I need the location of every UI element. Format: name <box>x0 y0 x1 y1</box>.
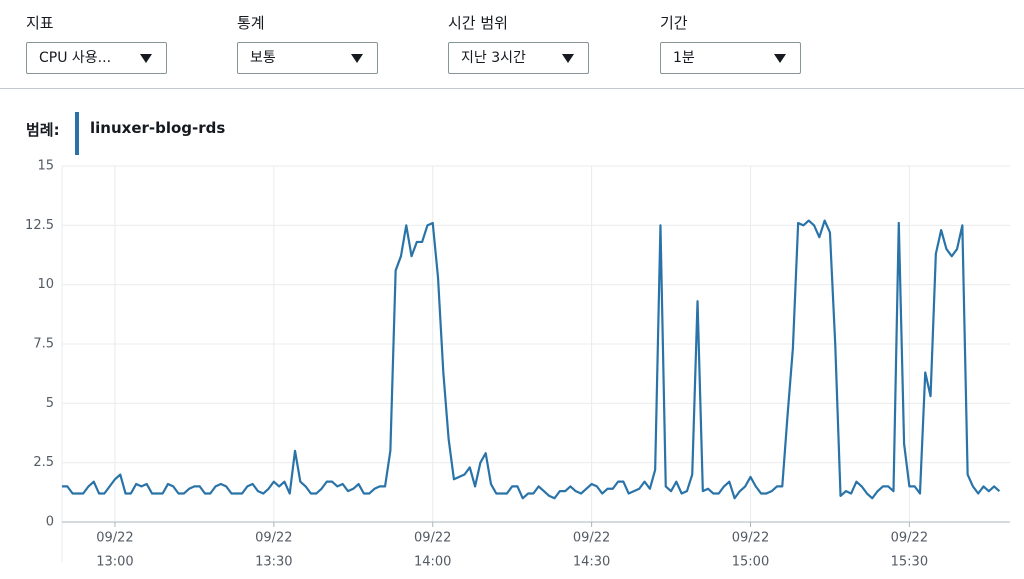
y-tick-label: 15 <box>37 159 54 174</box>
y-tick-label: 0 <box>46 515 54 530</box>
x-tick-label: 15:00 <box>732 555 769 570</box>
x-tick-label: 09/22 <box>573 531 610 546</box>
separator <box>0 88 1024 89</box>
dropdown[interactable]: 보통 <box>237 42 378 74</box>
y-tick-label: 12.5 <box>25 218 54 233</box>
dropdown-value: 보통 <box>250 50 276 66</box>
x-tick-label: 09/22 <box>96 531 133 546</box>
dropdown[interactable]: CPU 사용... <box>26 42 167 74</box>
control-label: 시간 범위 <box>448 14 508 32</box>
control-label: 기간 <box>660 14 688 32</box>
dropdown-caret <box>562 54 574 63</box>
legend-swatch <box>75 112 79 155</box>
series-line <box>62 219 1001 500</box>
dropdown-caret <box>774 54 786 63</box>
y-tick-label: 7.5 <box>33 337 54 352</box>
dropdown-caret <box>351 54 363 63</box>
x-tick-label: 13:00 <box>96 555 133 570</box>
dropdown-value: 1분 <box>673 50 695 66</box>
x-tick-label: 09/22 <box>891 531 928 546</box>
x-tick-label: 14:00 <box>414 555 451 570</box>
x-tick-label: 09/22 <box>732 531 769 546</box>
control: 기간 1분 <box>660 10 801 74</box>
legend-title: 범례: <box>26 121 60 139</box>
control-label: 지표 <box>26 14 54 32</box>
legend-entry: linuxer-blog-rds <box>90 119 226 137</box>
x-tick-label: 15:30 <box>891 555 928 570</box>
x-tick-label: 09/22 <box>255 531 292 546</box>
chart: 0 2.5 5 7.5 10 12.5 15 09/22 13:00 09/22 13:30 09/2… <box>25 159 1010 570</box>
x-tick-label: 13:30 <box>255 555 292 570</box>
dropdown[interactable]: 1분 <box>660 42 801 74</box>
x-tick-label: 14:30 <box>573 555 610 570</box>
x-tick-label: 09/22 <box>414 531 451 546</box>
y-tick-label: 2.5 <box>33 455 54 470</box>
control: 지표 CPU 사용... <box>26 10 167 74</box>
y-tick-label: 10 <box>37 277 54 292</box>
dropdown-value: CPU 사용... <box>39 50 112 66</box>
control-label: 통계 <box>237 14 265 32</box>
y-tick-label: 5 <box>46 396 54 411</box>
dropdown-value: 지난 3시간 <box>461 50 526 66</box>
dropdown[interactable]: 지난 3시간 <box>448 42 589 74</box>
dropdown-caret <box>140 54 152 63</box>
